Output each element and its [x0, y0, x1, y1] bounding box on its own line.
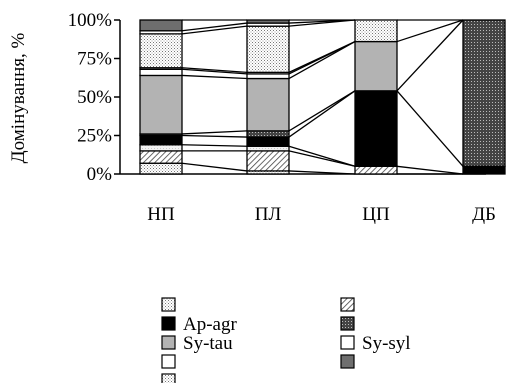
bar-stacks: [139, 19, 506, 175]
x-tick-label: ПЛ: [255, 204, 282, 225]
bar-segment: [354, 40, 398, 92]
connector-line: [181, 67, 248, 74]
connector-line: [288, 150, 356, 167]
connector-line: [396, 19, 464, 43]
bar-segment: [462, 165, 506, 175]
connector-line: [288, 145, 356, 167]
y-tick-label: 50%: [77, 87, 112, 108]
bar-segment: [246, 150, 290, 172]
connector-line: [181, 25, 248, 35]
connector-line: [396, 19, 464, 92]
connector-line: [288, 90, 356, 138]
bar-segment: [246, 145, 290, 152]
bar-segment: [139, 150, 183, 164]
legend-swatch: [161, 297, 176, 312]
legend-swatch: [161, 354, 176, 369]
y-tick-label: 25%: [77, 126, 112, 147]
legend-swatch: [161, 335, 176, 350]
legend-swatch: [340, 297, 355, 312]
bar-segment: [246, 25, 290, 74]
legend-label: Sy-tau: [183, 333, 233, 354]
legend-label: Ap-agr: [183, 314, 237, 335]
legend-label: Sy-syl: [362, 333, 411, 354]
bar-segment: [354, 165, 398, 175]
legend-swatch: [340, 335, 355, 350]
connector-line: [288, 40, 356, 80]
bar-segment: [354, 19, 398, 43]
bar-segment: [246, 73, 290, 80]
connector-line: [181, 130, 248, 135]
bar-segment: [246, 19, 290, 24]
connector-line: [181, 134, 248, 138]
bar-segment: [354, 90, 398, 167]
connector-line: [181, 74, 248, 80]
connector-line: [288, 90, 356, 132]
connector-line: [181, 144, 248, 147]
legend-swatch: [340, 316, 355, 331]
x-tick-label: ДБ: [472, 204, 496, 225]
connector-line: [181, 162, 248, 172]
legend-swatch: [161, 373, 176, 383]
y-tick-label: 75%: [77, 49, 112, 70]
bar-segment: [139, 33, 183, 69]
bar-segment: [246, 130, 290, 138]
bar-segment: [139, 134, 183, 146]
y-tick-label: 100%: [68, 10, 113, 31]
connector-lines: [181, 19, 464, 175]
bar-segment: [246, 136, 290, 147]
connector-line: [181, 22, 248, 32]
connector-line: [181, 68, 248, 75]
bar-segment: [139, 144, 183, 152]
legend-swatch: [340, 354, 355, 369]
bar-segment: [139, 19, 183, 32]
connector-line: [396, 90, 464, 167]
x-tick-label: ЦП: [362, 204, 390, 225]
legend-swatch: [161, 316, 176, 331]
bar-segment: [139, 74, 183, 135]
connector-line: [288, 170, 356, 175]
bar-segment: [462, 19, 506, 167]
x-tick-label: НП: [147, 204, 175, 225]
connector-line: [396, 165, 464, 175]
bar-segment: [246, 77, 290, 132]
bar-segment: [139, 162, 183, 175]
y-axis-label: Домінування, %: [8, 33, 29, 164]
bar-segment: [139, 68, 183, 77]
x-axis: НП ПЛ ЦП ДБ: [147, 204, 496, 225]
y-tick-label: 0%: [87, 164, 113, 185]
connector-line: [288, 40, 356, 73]
